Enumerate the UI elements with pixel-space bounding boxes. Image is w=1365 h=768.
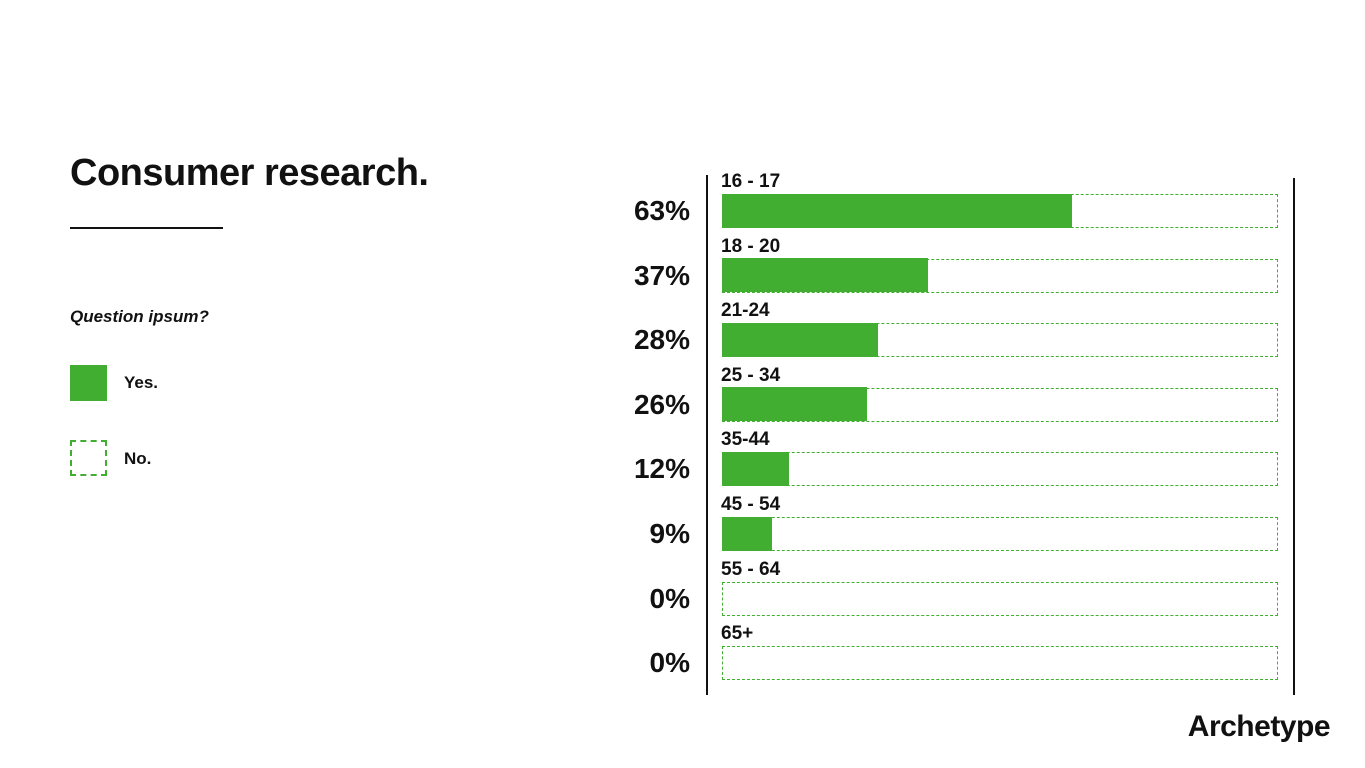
bar-track-no: [722, 581, 1278, 616]
bar-row: 16 - 17 63%: [0, 171, 1365, 231]
bar-row: 25 - 34 26%: [0, 365, 1365, 425]
value-label: 0%: [649, 582, 690, 614]
category-label: 45 - 54: [721, 494, 781, 515]
category-label: 21-24: [721, 300, 770, 322]
brand-logo: Archetype: [1187, 710, 1331, 743]
bar-row: 65+ 0%: [0, 623, 1365, 683]
category-label: 35-44: [721, 429, 770, 451]
bar-track-no: [721, 516, 1278, 551]
legend-no-swatch: [70, 440, 107, 476]
value-label: 63%: [633, 195, 690, 226]
legend-yes-swatch: [70, 365, 107, 401]
bar-track-no: [721, 387, 1278, 422]
bar-row: 21-24 28%: [0, 300, 1365, 360]
bar-row: 18 - 20 37%: [0, 236, 1365, 296]
bar-row: 45 - 54 9%: [0, 494, 1365, 554]
bar-track-no: [721, 322, 1278, 358]
bar-yes: [721, 387, 867, 422]
legend-no-label: No.: [124, 449, 152, 468]
bar-yes: [721, 516, 772, 551]
category-label: 25 - 34: [721, 364, 781, 386]
bar-track-no: [721, 451, 1278, 487]
bar-row: 55 - 64 0%: [0, 559, 1365, 619]
chart-axis-left: [706, 175, 708, 695]
value-label: 28%: [633, 324, 690, 356]
value-label: 9%: [649, 518, 690, 549]
bar-yes: [721, 193, 1072, 228]
category-label: 16 - 17: [721, 171, 781, 192]
question-text: Question ipsum?: [70, 307, 209, 326]
bar-yes: [721, 322, 878, 357]
chart-axis-right: [1293, 178, 1295, 695]
value-label: 12%: [633, 453, 690, 485]
bar-yes: [721, 451, 789, 486]
title-underline: [70, 227, 223, 229]
category-label: 55 - 64: [721, 558, 781, 580]
bar-track-no: [722, 646, 1278, 681]
bar-track-no: [721, 193, 1278, 228]
category-label: 18 - 20: [721, 235, 781, 257]
bar-track-no: [721, 258, 1278, 293]
value-label: 0%: [649, 647, 690, 679]
bar-row: 35-44 12%: [0, 429, 1365, 489]
value-label: 37%: [633, 259, 690, 291]
bar-yes: [721, 258, 928, 293]
legend-yes-label: Yes.: [124, 373, 159, 392]
page-title: Consumer research.: [70, 152, 429, 194]
value-label: 26%: [633, 388, 690, 420]
category-label: 65+: [721, 623, 754, 645]
